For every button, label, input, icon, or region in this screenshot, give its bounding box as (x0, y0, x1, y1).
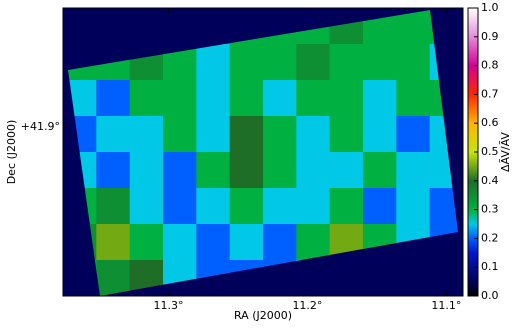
y-axis-label: Dec (J2000) (5, 120, 18, 185)
map-cell (230, 80, 264, 117)
x-axis-label: RA (J2000) (234, 309, 292, 322)
map-cell (296, 116, 330, 153)
map-cell (96, 224, 130, 261)
colorbar-tick-label: 0.6 (481, 116, 499, 129)
map-cell (396, 80, 430, 117)
x-tick-label: 11.2° (292, 299, 322, 312)
map-cell (330, 116, 364, 153)
map-cell (230, 44, 264, 81)
map-cell (263, 80, 297, 117)
map-cell (396, 188, 430, 225)
map-cell (163, 152, 197, 189)
map-cell (363, 80, 397, 117)
colorbar-tick-label: 1.0 (481, 1, 499, 14)
map-cell (96, 188, 130, 225)
map-cell (196, 44, 230, 81)
map-cell (130, 116, 164, 153)
map-cell (296, 80, 330, 117)
map-cell (96, 80, 130, 117)
map-cell (296, 224, 330, 261)
colorbar-tick-label: 0.0 (481, 289, 499, 302)
colorbar-label: ΔÃV/ÃV (499, 132, 512, 172)
map-cell (130, 80, 164, 117)
map-cell (396, 116, 430, 153)
colorbar-tick-label: 0.7 (481, 87, 499, 100)
map-cell (163, 80, 197, 117)
map-cell (296, 44, 330, 81)
map-cell (363, 116, 397, 153)
x-tick-label: 11.1° (431, 299, 461, 312)
map-cell (363, 188, 397, 225)
map-cell (163, 116, 197, 153)
map-cell (263, 224, 297, 261)
colorbar-tick-label: 0.5 (481, 145, 499, 158)
colorbar-tick-label: 0.2 (481, 231, 499, 244)
map-cell (196, 188, 230, 225)
map-cell (196, 152, 230, 189)
map-cell (263, 44, 297, 81)
colorbar-tick-label: 0.8 (481, 59, 499, 72)
map-cell (330, 152, 364, 189)
map-cell (196, 80, 230, 117)
map-cell (230, 116, 264, 153)
map-cell (396, 44, 430, 81)
map-cell (163, 224, 197, 261)
map-cell (96, 116, 130, 153)
map-cell (363, 152, 397, 189)
colorbar-tick-label: 0.3 (481, 203, 499, 216)
map-cell (363, 44, 397, 81)
map-cell (396, 152, 430, 189)
map-cell (296, 152, 330, 189)
map-cell (130, 224, 164, 261)
map-cell (130, 152, 164, 189)
map-cell (130, 188, 164, 225)
y-tick-label: +41.9° (21, 120, 60, 133)
colorbar-tick-label: 0.1 (481, 260, 499, 273)
map-cell (330, 188, 364, 225)
colorbar-tick-label: 0.9 (481, 30, 499, 43)
map-cell (330, 44, 364, 81)
map-cell (196, 224, 230, 261)
map-cell (230, 152, 264, 189)
map-cell (96, 260, 130, 297)
map-cell (96, 152, 130, 189)
x-tick-label: 11.3° (154, 299, 184, 312)
map-cell (263, 152, 297, 189)
map-cell (230, 224, 264, 261)
map-cell (163, 188, 197, 225)
map-cell (330, 80, 364, 117)
map-cell (196, 116, 230, 153)
map-cell (296, 188, 330, 225)
map-cell (230, 188, 264, 225)
colorbar-tick-label: 0.4 (481, 174, 499, 187)
map-cell (263, 188, 297, 225)
map-cell (263, 116, 297, 153)
